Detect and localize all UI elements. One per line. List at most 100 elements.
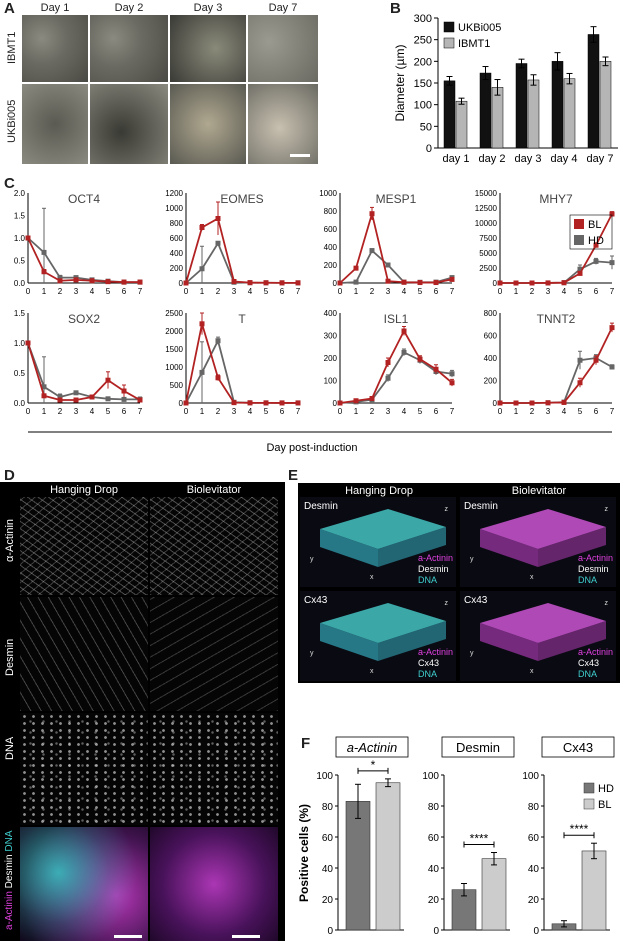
data-point xyxy=(199,225,205,230)
render-row-label: Cx43 xyxy=(464,595,488,606)
x-tick-label: 1 xyxy=(42,407,47,416)
axis-label-z: z xyxy=(445,506,449,513)
x-tick-label: 1 xyxy=(514,287,519,296)
y-tick-label: 300 xyxy=(324,332,338,341)
x-tick-label: 2 xyxy=(530,407,535,416)
data-point xyxy=(561,280,567,286)
data-point xyxy=(385,262,391,268)
data-point xyxy=(183,400,189,406)
series-line xyxy=(500,213,613,284)
data-point xyxy=(385,375,391,381)
series-line xyxy=(339,351,453,404)
legend-desmin: Desmin xyxy=(418,564,449,574)
data-point xyxy=(41,269,47,275)
panel-d-col-header: Hanging Drop xyxy=(50,484,118,496)
data-point xyxy=(263,400,269,406)
x-tick-label: 2 xyxy=(370,287,375,296)
y-tick-label: 200 xyxy=(324,261,338,270)
y-tick-label: 0 xyxy=(493,399,498,408)
y-tick-label: 1500 xyxy=(165,345,183,354)
x-tick-label: day 3 xyxy=(515,153,542,165)
x-tick-label: 4 xyxy=(90,407,95,416)
data-point xyxy=(105,377,111,383)
chart-title: SOX2 xyxy=(68,312,100,326)
y-tick-label: 0 xyxy=(179,399,184,408)
x-tick-label: 3 xyxy=(74,407,79,416)
x-tick-label: 2 xyxy=(216,287,221,296)
data-point xyxy=(121,388,127,394)
data-point xyxy=(199,266,205,272)
data-point xyxy=(593,357,599,363)
y-tick-label: 0 xyxy=(493,279,498,288)
legend-label: UKBi005 xyxy=(458,22,501,34)
data-point xyxy=(353,398,359,404)
y-tick-label: 200 xyxy=(324,354,338,363)
significance-marker: * xyxy=(371,758,376,772)
x-tick-label: 4 xyxy=(402,407,407,416)
series-line xyxy=(185,241,298,284)
data-point xyxy=(545,400,551,406)
data-point xyxy=(73,390,79,396)
y-tick-label: 1200 xyxy=(165,189,183,198)
y-axis-title: Diameter (µm) xyxy=(393,45,407,122)
x-tick-label: 7 xyxy=(450,287,455,296)
data-point xyxy=(385,278,391,284)
bar xyxy=(443,80,456,149)
y-tick-label: 12500 xyxy=(475,204,498,213)
y-tick-label: 400 xyxy=(324,309,338,318)
x-tick-label: 5 xyxy=(106,287,111,296)
data-point xyxy=(401,328,407,334)
x-tick-label: 1 xyxy=(42,287,47,296)
data-point xyxy=(73,397,79,403)
y-tick-label: 100 xyxy=(522,771,539,782)
x-tick-label: 6 xyxy=(434,287,439,296)
x-tick-label: 4 xyxy=(90,287,95,296)
data-point xyxy=(513,400,519,406)
y-tick-label: 400 xyxy=(484,354,498,363)
x-tick-label: 5 xyxy=(418,407,423,416)
x-tick-label: 3 xyxy=(546,407,551,416)
data-point xyxy=(231,279,237,284)
x-tick-label: 5 xyxy=(264,287,269,296)
data-point xyxy=(449,371,455,377)
series-line xyxy=(185,323,298,404)
x-tick-label: day 4 xyxy=(551,153,578,165)
y-tick-label: 60 xyxy=(528,833,540,844)
micrograph-ukbi005-day3 xyxy=(170,84,246,164)
y-tick-label: 0 xyxy=(426,143,432,155)
y-tick-label: 300 xyxy=(414,13,432,25)
data-point xyxy=(263,280,269,286)
data-point xyxy=(497,400,503,406)
x-tick-label: 4 xyxy=(562,407,567,416)
y-tick-label: 100 xyxy=(422,771,439,782)
x-tick-label: 1 xyxy=(200,407,205,416)
data-point xyxy=(295,400,301,406)
micrograph-ukbi005-day7 xyxy=(248,84,318,164)
data-point xyxy=(433,366,439,372)
data-point xyxy=(89,394,95,400)
legend-dna: DNA xyxy=(578,669,597,679)
data-point xyxy=(57,394,63,400)
render-right-face xyxy=(538,621,606,661)
y-tick-label: 0.0 xyxy=(14,399,26,408)
y-tick-label: 800 xyxy=(170,219,184,228)
axis-label-x: x xyxy=(530,668,534,675)
axis-label-y: y xyxy=(470,650,474,657)
render-row-label: Cx43 xyxy=(304,595,328,606)
data-point xyxy=(73,277,79,283)
series-line xyxy=(500,327,613,404)
bar xyxy=(491,87,504,149)
bar xyxy=(451,889,477,931)
panel-e-col-header: Hanging Drop xyxy=(345,485,413,497)
legend-swatch xyxy=(574,219,584,229)
data-point xyxy=(529,280,535,286)
bar xyxy=(479,72,492,149)
x-tick-label: 1 xyxy=(354,287,359,296)
y-tick-label: 60 xyxy=(428,833,440,844)
data-point xyxy=(215,375,221,381)
data-point xyxy=(449,276,455,282)
panel-d-row-label: Desmin xyxy=(4,638,16,676)
render-top-face xyxy=(320,603,446,643)
data-point xyxy=(401,279,407,285)
data-point xyxy=(199,369,205,375)
